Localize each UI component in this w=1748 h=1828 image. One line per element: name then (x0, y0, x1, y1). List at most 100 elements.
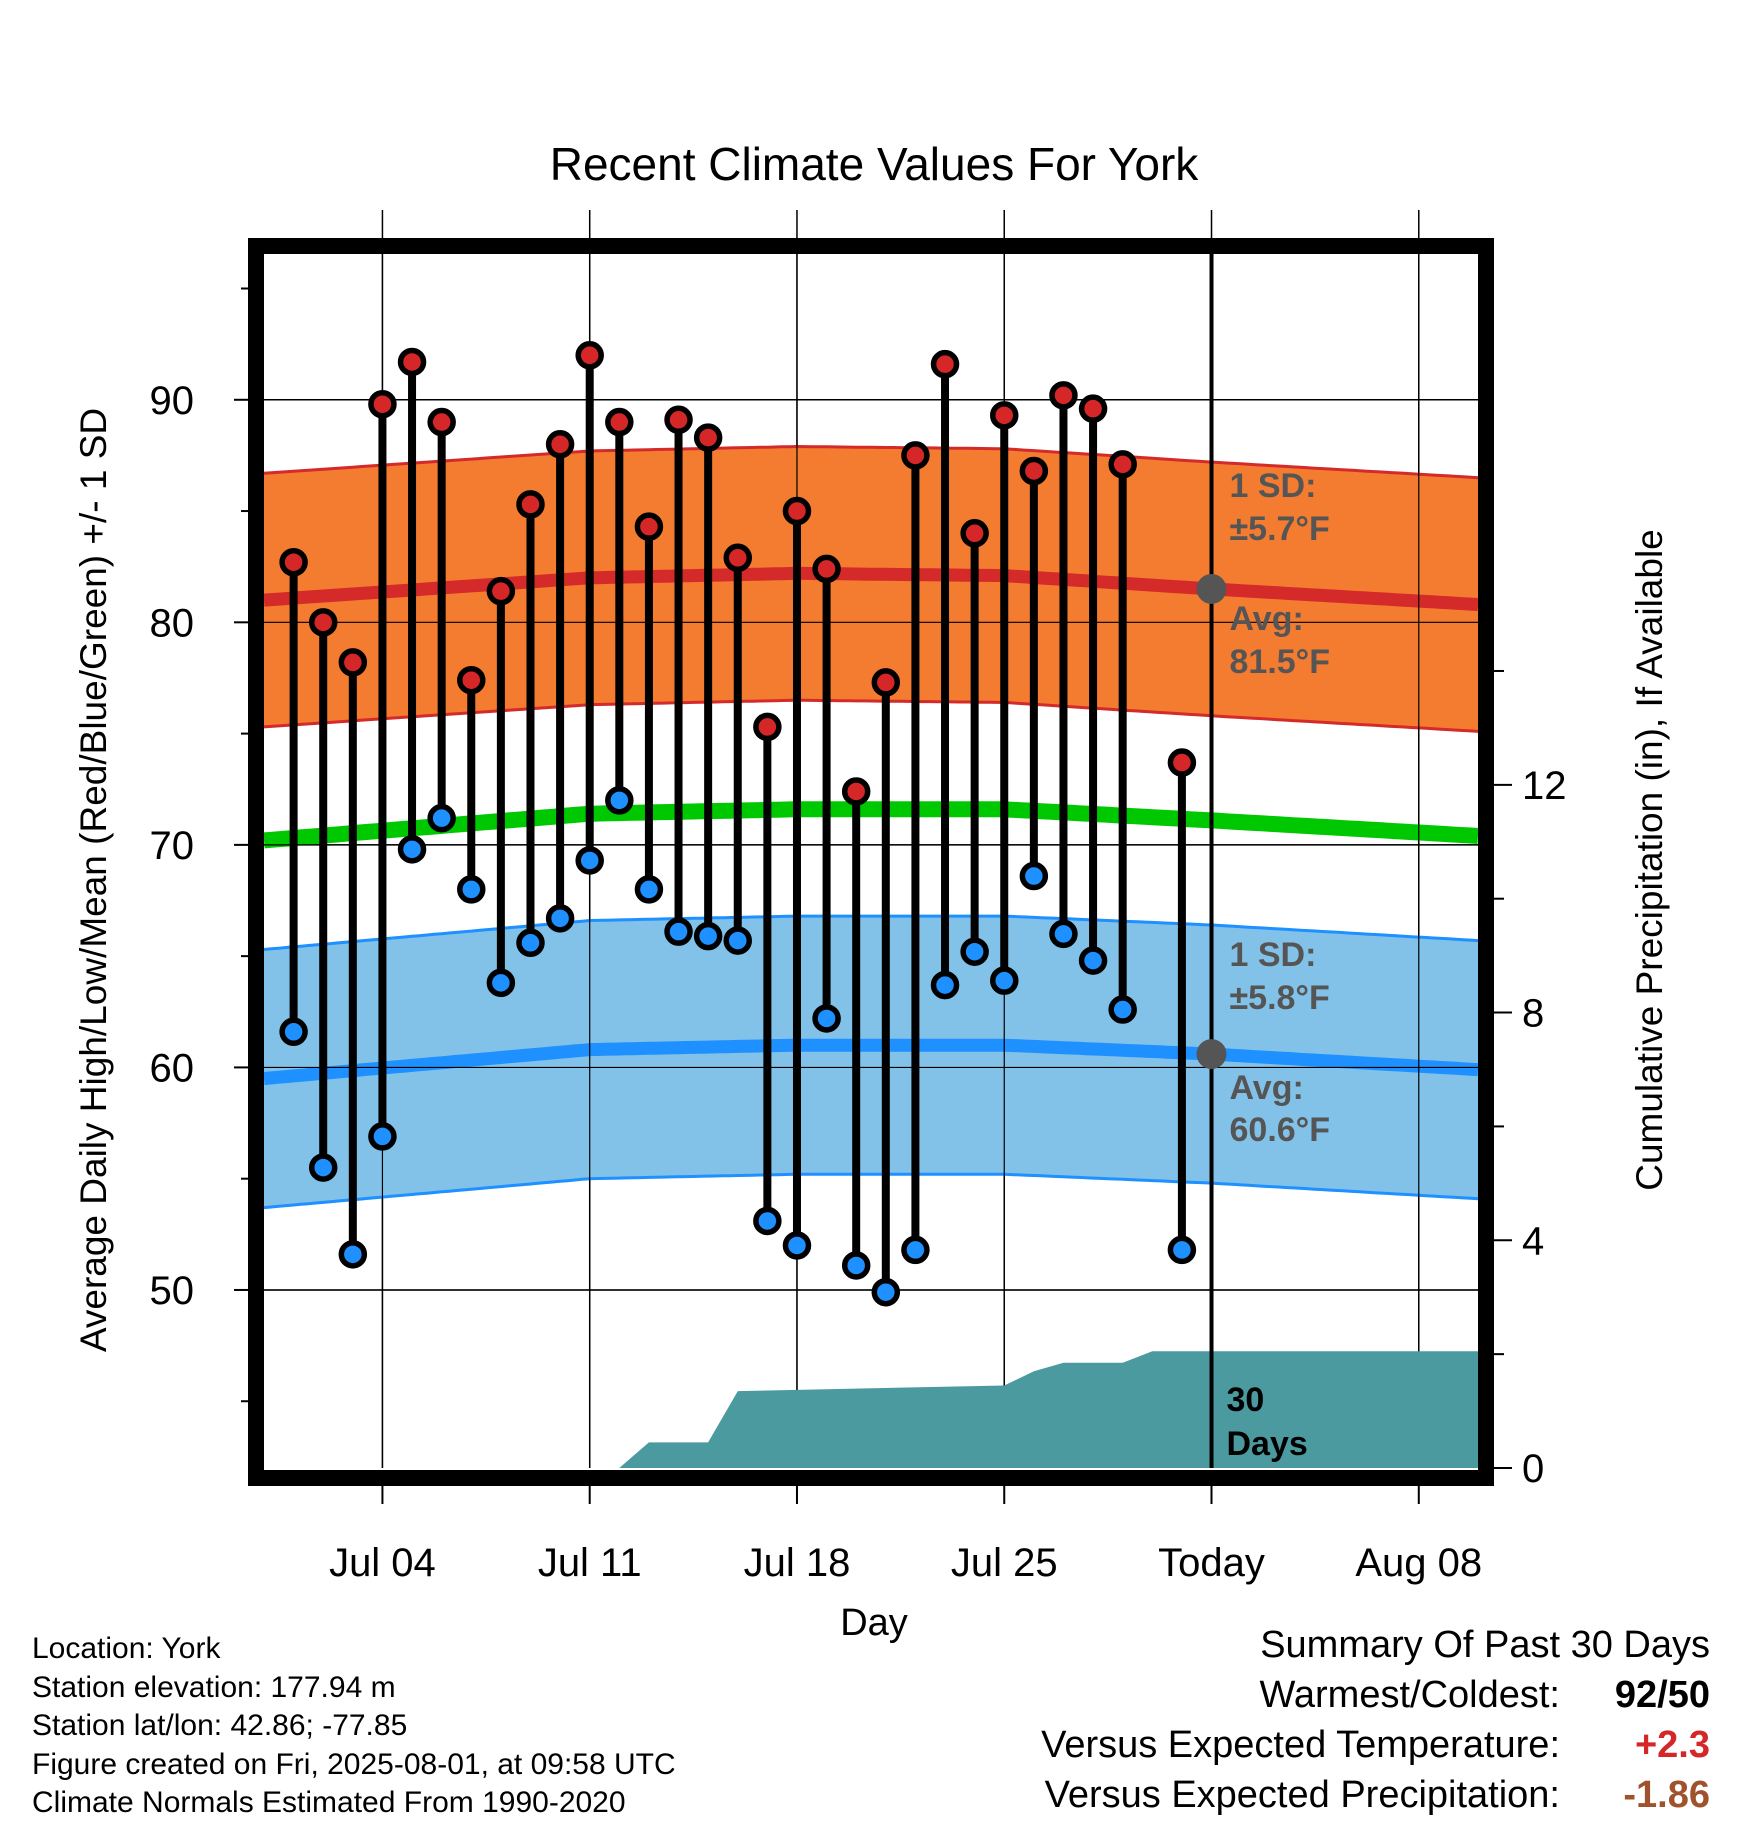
chart-title: Recent Climate Values For York (550, 138, 1200, 190)
created-text: Figure created on Fri, 2025-08-01, at 09… (32, 1747, 676, 1781)
low-point (753, 1206, 782, 1236)
x-tick-label: Today (1158, 1541, 1265, 1585)
low-avg-dot (1196, 1039, 1227, 1070)
high-normal-band-lower (263, 698, 1479, 733)
low-point (457, 875, 486, 904)
y2-axis-label: Cumulative Precipitation (in), If Availa… (1629, 529, 1670, 1191)
low-point (545, 904, 575, 933)
high-point (605, 407, 634, 437)
low-point (989, 966, 1019, 995)
low-point (871, 1277, 901, 1307)
high-point (664, 405, 693, 435)
low-point (1049, 919, 1078, 949)
high-point (1019, 456, 1049, 486)
low-point (1019, 861, 1049, 891)
precip-anomaly-value: -1.86 (1623, 1774, 1710, 1816)
low-point (812, 1004, 841, 1033)
high-point (545, 430, 575, 459)
low-avg-value: 60.6°F (1230, 1111, 1331, 1149)
low-point (960, 937, 989, 966)
y2-tick-label: 0 (1522, 1447, 1544, 1491)
days-label: Days (1227, 1425, 1308, 1463)
plot-frame (248, 238, 1494, 1486)
high-point (901, 441, 930, 470)
high-point (427, 407, 456, 437)
low-point (723, 926, 753, 955)
y-tick-label: 70 (150, 824, 195, 868)
days-number: 30 (1227, 1381, 1265, 1419)
high-point (1167, 748, 1197, 777)
low-point (516, 928, 545, 958)
high-point (871, 668, 901, 697)
summary-panel: Summary Of Past 30 Days Warmest/Coldest:… (1041, 1620, 1710, 1820)
high-point (397, 347, 427, 377)
location-text: Location: York (32, 1632, 221, 1665)
summary-temp-row: Versus Expected Temperature: +2.3 (1041, 1720, 1710, 1770)
low-point (308, 1153, 338, 1182)
latlon-text: Station lat/lon: 42.86; -77.85 (32, 1709, 408, 1742)
high-avg-value: 81.5°F (1230, 643, 1331, 681)
low-point (634, 875, 664, 904)
high-avg-label: Avg: (1230, 600, 1304, 638)
low-normal-band-upper (263, 914, 1479, 951)
high-point (841, 777, 871, 806)
temp-anomaly-label: Versus Expected Temperature: (1041, 1724, 1560, 1766)
high-point (634, 512, 664, 541)
low-point (1078, 946, 1108, 975)
high-point (782, 496, 812, 526)
summary-warmest-row: Warmest/Coldest: 92/50 (1041, 1670, 1710, 1720)
low-point (841, 1251, 871, 1280)
y2-tick-label: 4 (1522, 1219, 1544, 1263)
y2-tick-label: 8 (1522, 992, 1544, 1036)
warmest-coldest-value: 92/50 (1614, 1674, 1710, 1716)
x-tick-label: Jul 04 (329, 1541, 436, 1585)
station-info: Location: York Station elevation: 177.94… (32, 1630, 676, 1823)
x-tick-label: Jul 18 (744, 1541, 851, 1585)
high-point (693, 423, 723, 452)
low-sd-value: ±5.8°F (1230, 979, 1330, 1017)
high-point (1108, 450, 1137, 479)
low-avg-label: Avg: (1230, 1069, 1304, 1107)
low-point (782, 1231, 812, 1260)
y-tick-label: 60 (150, 1046, 195, 1090)
high-point (486, 576, 516, 606)
x-tick-label: Jul 11 (538, 1541, 642, 1585)
high-point (753, 712, 782, 742)
high-point (279, 547, 308, 577)
high-point (457, 665, 486, 695)
x-tick-label: Aug 08 (1355, 1541, 1482, 1585)
low-point (338, 1240, 368, 1269)
high-normal-band (264, 446, 1478, 732)
y-tick-label: 90 (150, 379, 195, 423)
y-tick-label: 80 (150, 601, 195, 645)
high-sd-label: 1 SD: (1230, 467, 1317, 505)
high-point (338, 648, 368, 677)
low-point (368, 1122, 397, 1151)
x-tick-label: Jul 25 (951, 1541, 1058, 1585)
high-normal-mean-line (263, 566, 1479, 611)
low-normal-band-lower (263, 1172, 1479, 1210)
summary-title: Summary Of Past 30 Days (1260, 1624, 1710, 1666)
low-point (486, 968, 516, 998)
y-tick-label: 50 (150, 1269, 195, 1313)
low-sd-label: 1 SD: (1230, 936, 1317, 974)
precip-anomaly-label: Versus Expected Precipitation: (1044, 1774, 1560, 1816)
warmest-coldest-label: Warmest/Coldest: (1259, 1674, 1560, 1716)
high-normal-band-upper (263, 444, 1479, 480)
low-point (397, 835, 427, 864)
low-point (605, 786, 634, 815)
low-point (930, 970, 960, 1000)
high-point (1049, 381, 1078, 410)
high-point (1078, 394, 1108, 423)
high-point (930, 349, 960, 379)
low-point (279, 1017, 308, 1047)
high-point (308, 608, 338, 637)
normals-text: Climate Normals Estimated From 1990-2020 (32, 1786, 626, 1819)
y2-tick-label: 12 (1522, 764, 1567, 808)
low-normal-band (264, 916, 1478, 1208)
high-point (575, 341, 604, 370)
precip-area (619, 1351, 1478, 1468)
low-point (1167, 1235, 1197, 1265)
low-point (693, 921, 723, 951)
